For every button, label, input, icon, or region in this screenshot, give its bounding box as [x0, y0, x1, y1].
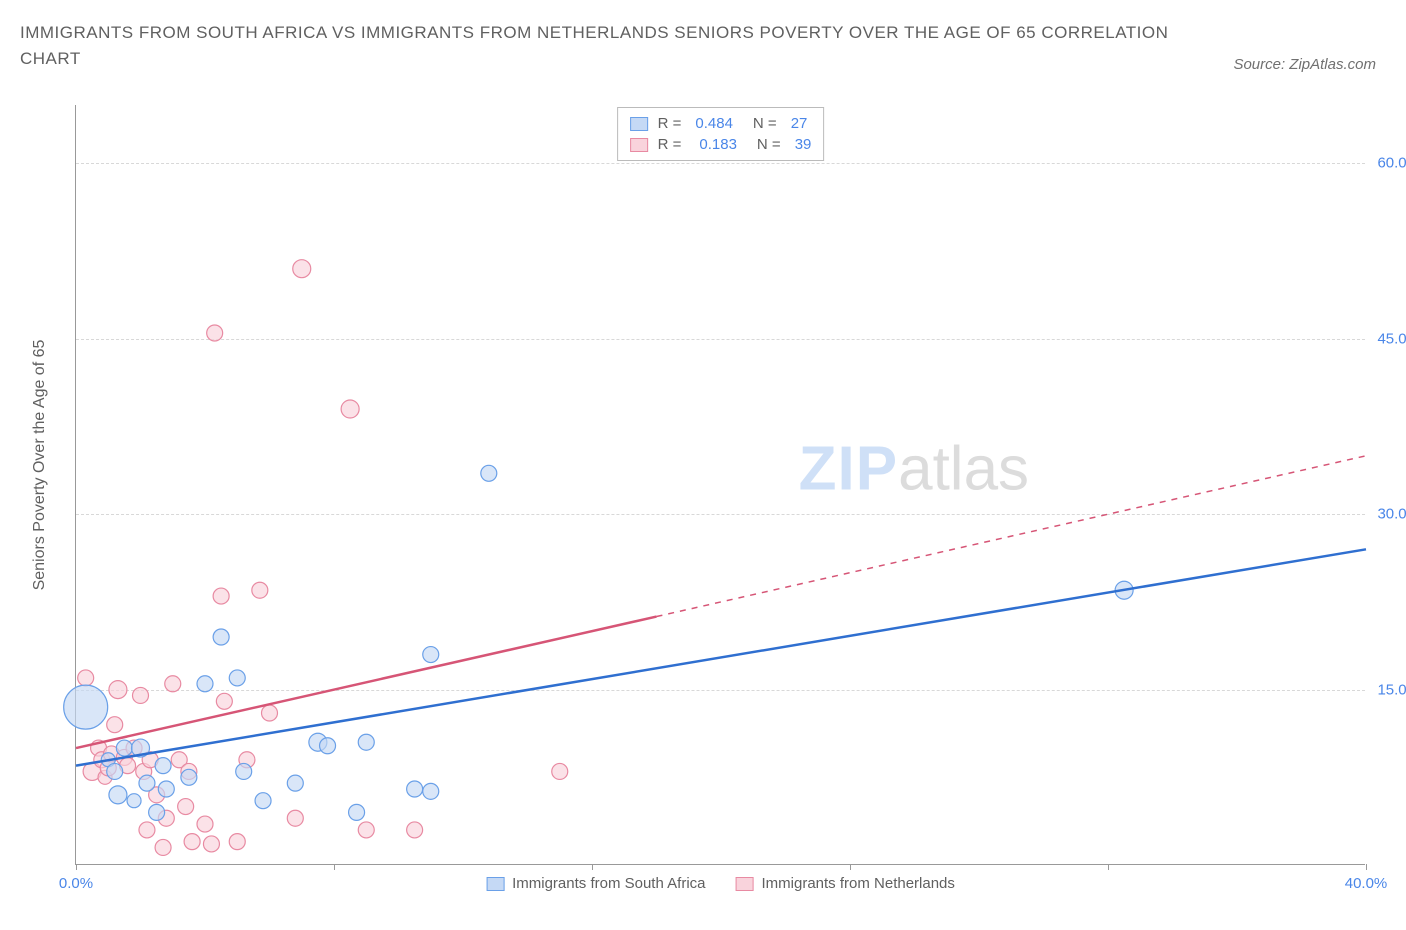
data-point [229, 670, 245, 686]
data-point [262, 705, 278, 721]
data-point [213, 629, 229, 645]
data-point [287, 810, 303, 826]
source-attribution: Source: ZipAtlas.com [1233, 56, 1376, 73]
chart-title: IMMIGRANTS FROM SOUTH AFRICA VS IMMIGRAN… [20, 20, 1170, 71]
y-tick-label: 15.0% [1370, 681, 1406, 698]
swatch-netherlands [630, 138, 648, 152]
legend-item-netherlands: Immigrants from Netherlands [736, 875, 955, 892]
data-point [293, 260, 311, 278]
legend-item-south-africa: Immigrants from South Africa [486, 875, 705, 892]
data-point [216, 693, 232, 709]
legend-row-series-1: R = 0.183 N = 39 [630, 134, 812, 155]
x-tick [76, 864, 77, 870]
y-tick-label: 45.0% [1370, 330, 1406, 347]
data-point [155, 839, 171, 855]
data-point [181, 769, 197, 785]
y-axis-label: Seniors Poverty Over the Age of 65 [31, 340, 49, 591]
data-point [320, 738, 336, 754]
scatter-svg [76, 105, 1365, 864]
data-point [139, 775, 155, 791]
data-point [149, 804, 165, 820]
data-point [155, 758, 171, 774]
data-point [127, 794, 141, 808]
data-point [116, 740, 132, 756]
data-point [165, 676, 181, 692]
data-point [64, 685, 108, 729]
data-point [423, 783, 439, 799]
data-point [552, 763, 568, 779]
data-point [407, 781, 423, 797]
data-point [349, 804, 365, 820]
data-point [423, 647, 439, 663]
data-point [78, 670, 94, 686]
y-tick-label: 60.0% [1370, 155, 1406, 172]
legend-row-series-0: R = 0.484 N = 27 [630, 113, 812, 134]
data-point [203, 836, 219, 852]
x-tick-label: 40.0% [1345, 875, 1388, 892]
data-point [207, 325, 223, 341]
data-point [229, 834, 245, 850]
swatch-south-africa [630, 117, 648, 131]
plot-area: ZIPatlas 15.0%30.0%45.0%60.0% R = 0.484 … [75, 105, 1365, 865]
swatch-south-africa [486, 877, 504, 891]
series-legend: Immigrants from South Africa Immigrants … [486, 875, 955, 892]
data-point [481, 465, 497, 481]
data-point [197, 816, 213, 832]
data-point [133, 687, 149, 703]
regression-line [76, 549, 1366, 765]
x-tick [1108, 864, 1109, 870]
x-tick [1366, 864, 1367, 870]
swatch-netherlands [736, 877, 754, 891]
data-point [197, 676, 213, 692]
data-point [107, 717, 123, 733]
data-point [158, 781, 174, 797]
data-point [407, 822, 423, 838]
data-point [287, 775, 303, 791]
data-point [139, 822, 155, 838]
data-point [109, 681, 127, 699]
correlation-chart: IMMIGRANTS FROM SOUTH AFRICA VS IMMIGRAN… [20, 20, 1386, 910]
data-point [178, 799, 194, 815]
x-tick [592, 864, 593, 870]
correlation-legend: R = 0.484 N = 27 R = 0.183 N = 39 [617, 107, 825, 161]
y-tick-label: 30.0% [1370, 506, 1406, 523]
data-point [341, 400, 359, 418]
data-point [252, 582, 268, 598]
data-point [107, 763, 123, 779]
data-point [236, 763, 252, 779]
data-point [109, 786, 127, 804]
x-tick [334, 864, 335, 870]
data-point [184, 834, 200, 850]
data-point [358, 822, 374, 838]
data-point [213, 588, 229, 604]
x-tick [850, 864, 851, 870]
x-tick-label: 0.0% [59, 875, 93, 892]
data-point [255, 793, 271, 809]
data-point [358, 734, 374, 750]
regression-line-extrapolated [657, 456, 1367, 617]
